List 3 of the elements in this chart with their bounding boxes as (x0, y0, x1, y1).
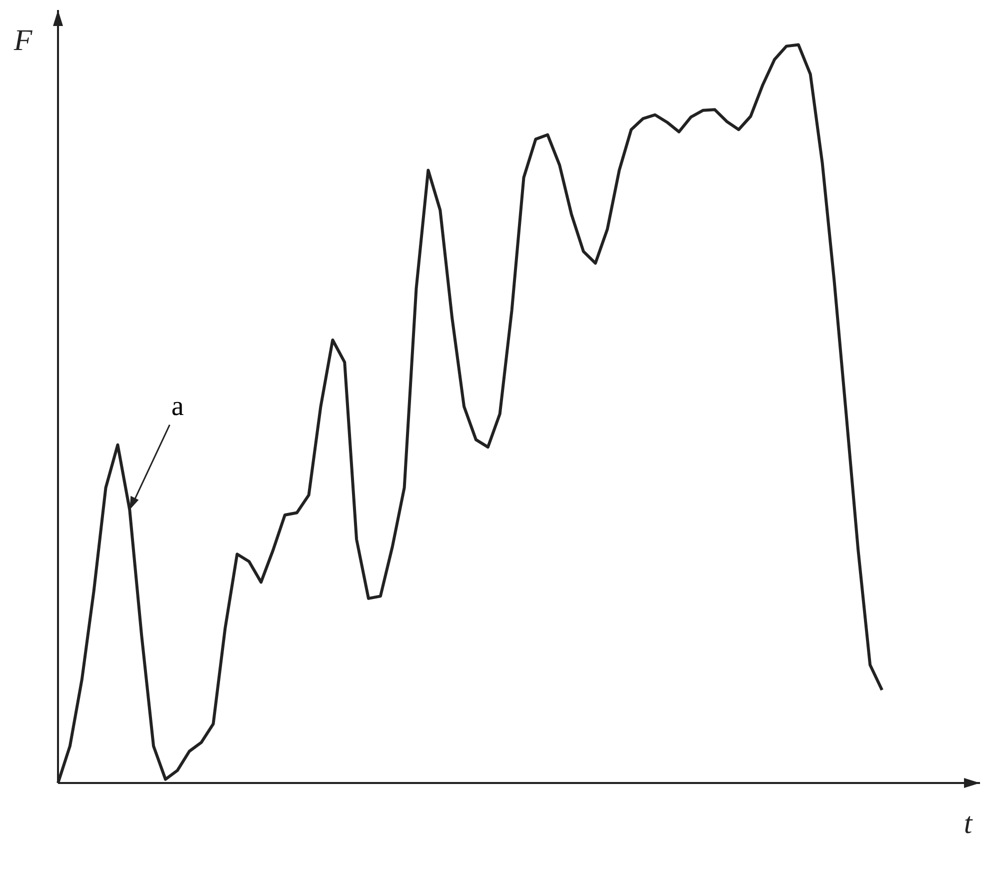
x-axis-title: t (964, 807, 973, 840)
annotation: a (171, 390, 184, 422)
y-axis-title: F (12, 24, 33, 57)
